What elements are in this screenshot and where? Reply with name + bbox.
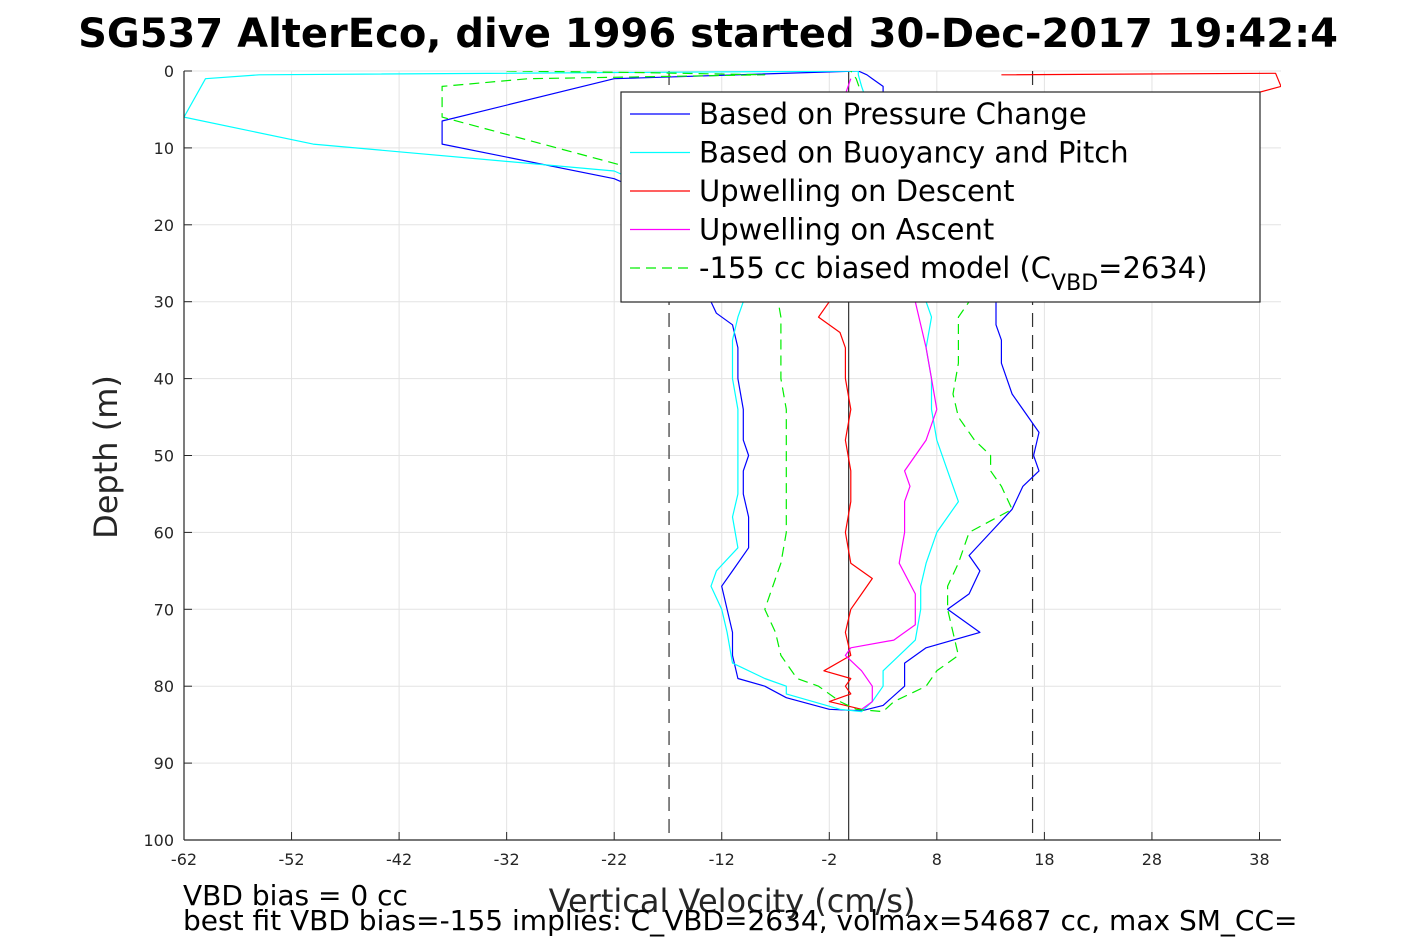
y-tick-label: 40 <box>154 370 174 389</box>
x-tick-label: -12 <box>709 850 735 869</box>
y-axis-label: Depth (m) <box>87 375 125 539</box>
y-tick-label: 90 <box>154 754 174 773</box>
x-tick-label: -32 <box>494 850 520 869</box>
annotation-vbd-bias: VBD bias = 0 cc <box>183 879 408 912</box>
y-tick-label: 0 <box>164 62 174 81</box>
x-tick-label: -52 <box>278 850 304 869</box>
x-tick-label: 8 <box>932 850 942 869</box>
legend-label-0: Based on Pressure Change <box>699 97 1087 131</box>
legend-label-1: Based on Buoyancy and Pitch <box>699 136 1129 170</box>
y-tick-label: 60 <box>154 523 174 542</box>
axes <box>183 70 1281 841</box>
annotation-best-fit: best fit VBD bias=-155 implies: C_VBD=26… <box>183 904 1297 937</box>
legend-label-4: -155 cc biased model (CVBD=2634) <box>699 251 1208 296</box>
x-tick-label: -62 <box>171 850 197 869</box>
x-tick-label: -42 <box>386 850 412 869</box>
x-tick-label: 28 <box>1142 850 1162 869</box>
legend-label-3: Upwelling on Ascent <box>699 213 994 247</box>
x-tick-label: 38 <box>1249 850 1269 869</box>
x-tick-labels: -62 -52 -42 -32 -22 -12 -2 8 18 28 38 <box>171 850 1270 869</box>
chart-title: SG537 AlterEco, dive 1996 started 30-Dec… <box>78 11 1338 57</box>
y-tick-label: 50 <box>154 447 174 466</box>
legend: Based on Pressure Change Based on Buoyanc… <box>620 91 1261 303</box>
y-tick-label: 80 <box>154 677 174 696</box>
y-tick-label: 20 <box>154 216 174 235</box>
x-tick-label: -2 <box>821 850 837 869</box>
y-tick-labels: 0 10 20 30 40 50 60 70 80 90 100 <box>143 62 174 850</box>
y-tick-label: 30 <box>154 293 174 312</box>
y-tick-label: 100 <box>143 831 174 850</box>
x-tick-label: -22 <box>601 850 627 869</box>
y-tick-label: 70 <box>154 600 174 619</box>
x-axis-label: Vertical Velocity (cm/s) <box>549 882 916 920</box>
legend-box <box>620 91 1261 303</box>
legend-label-2: Upwelling on Descent <box>699 174 1015 208</box>
x-tick-label: 18 <box>1034 850 1054 869</box>
y-tick-label: 10 <box>154 139 174 158</box>
